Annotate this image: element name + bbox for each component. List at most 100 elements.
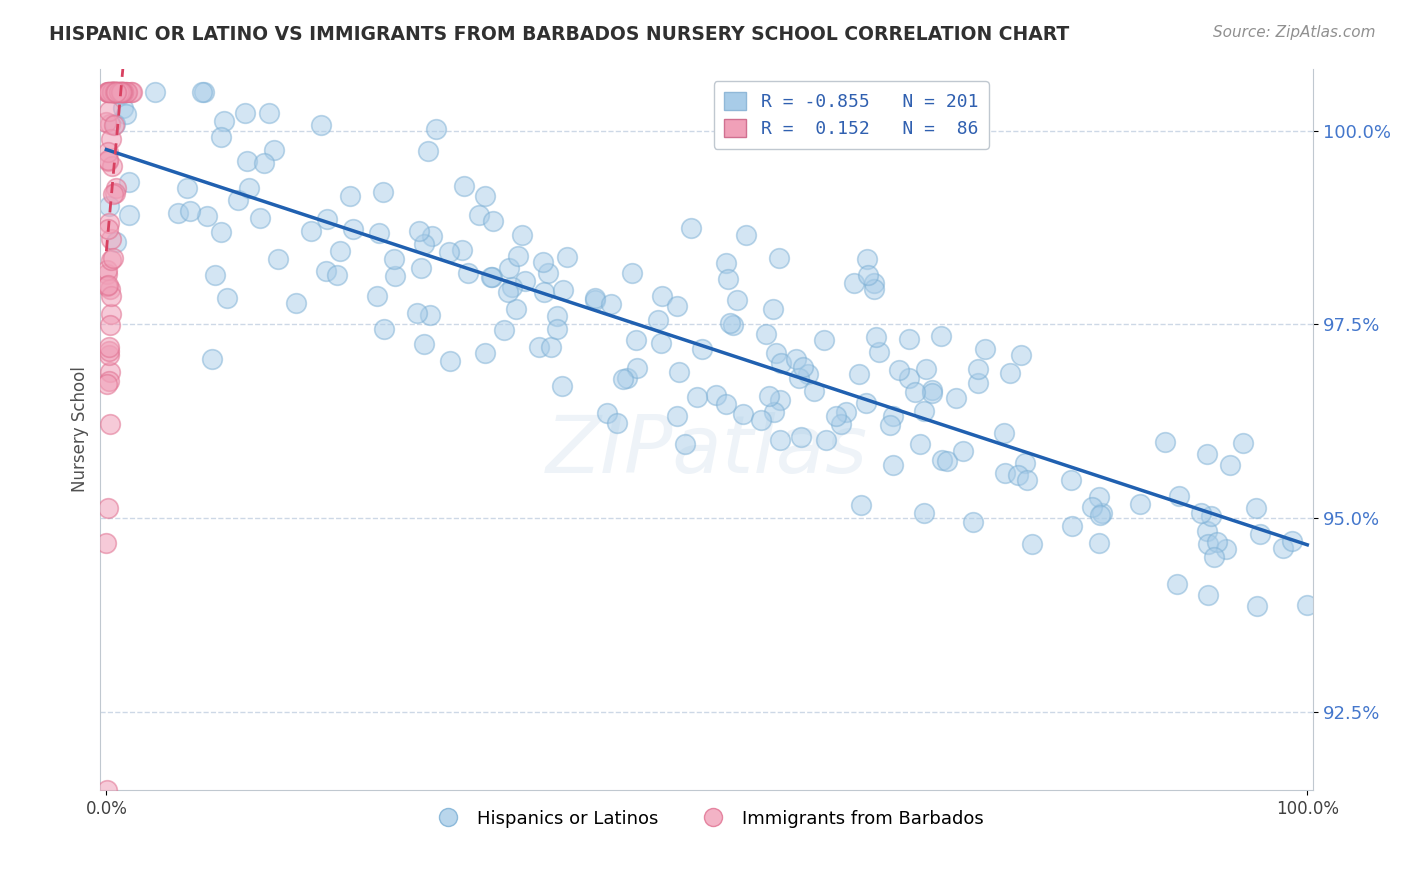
Point [96, 115, 118, 129]
Point [1080, 500, 1102, 515]
Point [342, 222, 364, 236]
Point [650, 336, 672, 351]
Point [96, 536, 118, 550]
Point [111, 85, 134, 99]
Point [104, 85, 127, 99]
Point [366, 289, 388, 303]
Point [439, 354, 461, 368]
Point [111, 85, 134, 99]
Point [882, 458, 904, 473]
Point [233, 106, 256, 120]
Point [717, 272, 740, 286]
Point [474, 346, 496, 360]
Point [1021, 537, 1043, 551]
Point [97, 348, 120, 362]
Point [315, 212, 337, 227]
Point [339, 189, 361, 203]
Point [815, 433, 838, 447]
Point [879, 417, 901, 432]
Point [714, 256, 737, 270]
Point [371, 185, 394, 199]
Point [114, 85, 136, 99]
Point [115, 85, 138, 99]
Point [1202, 550, 1225, 565]
Point [735, 227, 758, 242]
Text: Source: ZipAtlas.com: Source: ZipAtlas.com [1212, 25, 1375, 40]
Point [1189, 506, 1212, 520]
Point [1060, 518, 1083, 533]
Point [100, 232, 122, 246]
Point [492, 323, 515, 337]
Point [787, 371, 810, 385]
Point [551, 379, 574, 393]
Point [813, 334, 835, 348]
Point [104, 181, 127, 195]
Point [329, 244, 352, 259]
Point [904, 384, 927, 399]
Point [97, 278, 120, 293]
Point [830, 417, 852, 431]
Point [1281, 533, 1303, 548]
Point [110, 85, 132, 99]
Point [98, 85, 121, 99]
Point [865, 330, 887, 344]
Point [97, 222, 120, 236]
Point [616, 371, 638, 385]
Point [115, 107, 138, 121]
Point [769, 356, 792, 370]
Point [96, 783, 118, 797]
Point [409, 261, 432, 276]
Point [931, 453, 953, 467]
Point [612, 372, 634, 386]
Point [725, 293, 748, 308]
Point [200, 352, 222, 367]
Point [621, 266, 644, 280]
Point [412, 337, 434, 351]
Point [257, 105, 280, 120]
Point [104, 85, 127, 99]
Point [531, 255, 554, 269]
Point [897, 371, 920, 385]
Point [606, 417, 628, 431]
Point [100, 85, 122, 99]
Point [110, 85, 132, 99]
Point [97, 85, 120, 99]
Point [111, 85, 134, 99]
Point [1232, 435, 1254, 450]
Point [666, 299, 689, 313]
Point [540, 340, 562, 354]
Point [673, 437, 696, 451]
Point [97, 85, 120, 99]
Point [209, 130, 232, 145]
Point [474, 188, 496, 202]
Point [994, 467, 1017, 481]
Point [104, 85, 127, 99]
Point [848, 367, 870, 381]
Point [107, 85, 129, 99]
Point [107, 85, 129, 99]
Point [1199, 509, 1222, 524]
Point [668, 365, 690, 379]
Point [117, 208, 139, 222]
Point [467, 209, 489, 223]
Point [98, 374, 121, 388]
Point [792, 360, 814, 375]
Point [98, 85, 121, 99]
Point [249, 211, 271, 226]
Point [624, 333, 647, 347]
Point [104, 85, 127, 99]
Point [101, 85, 124, 99]
Point [437, 245, 460, 260]
Point [803, 384, 825, 398]
Point [96, 278, 118, 293]
Point [1249, 526, 1271, 541]
Point [96, 267, 118, 281]
Point [143, 85, 166, 99]
Y-axis label: Nursery School: Nursery School [72, 367, 89, 492]
Point [716, 397, 738, 411]
Point [108, 85, 131, 99]
Point [1017, 473, 1039, 487]
Point [191, 85, 214, 99]
Point [898, 332, 921, 346]
Point [104, 85, 127, 99]
